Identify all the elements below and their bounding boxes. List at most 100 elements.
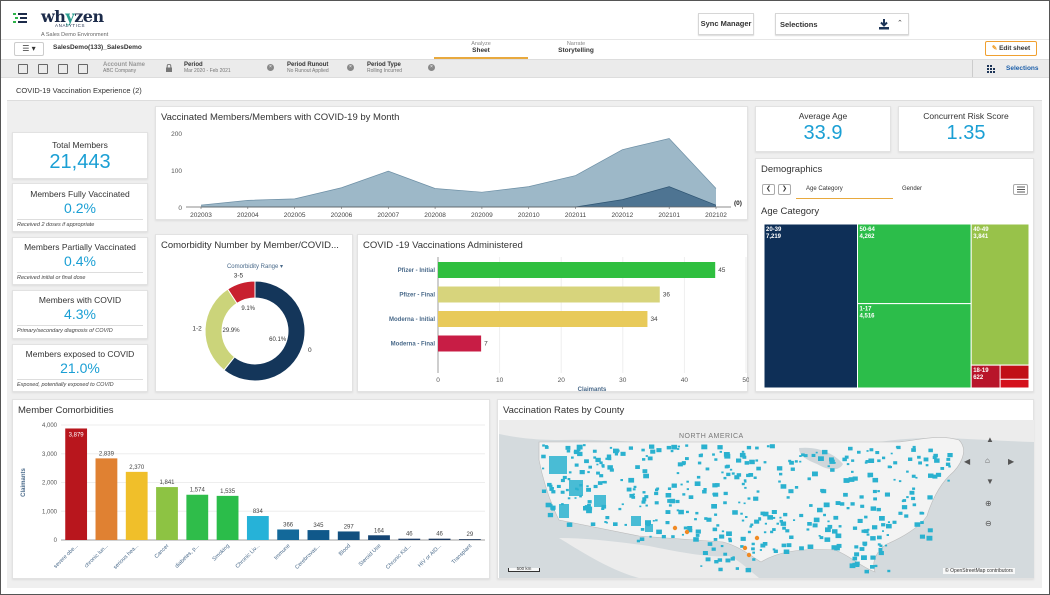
donut-chart[interactable]: Comorbidity Range ▾ 60.1% 0 29.9% 1-2 9.1% 3-5 (156, 235, 354, 393)
filter-period-type[interactable]: Period Type Rolling Incurred (367, 62, 403, 74)
hamburger-menu-button[interactable]: ☰ ▾ (14, 42, 44, 56)
prev-tab-button[interactable]: ❮ (762, 184, 775, 195)
county-marker (560, 478, 565, 483)
county-marker (603, 480, 607, 484)
county-marker (735, 567, 739, 570)
county-marker (890, 452, 893, 455)
clear-filter-icon[interactable]: × (267, 64, 274, 71)
county-marker (818, 535, 821, 537)
clear-filter-icon[interactable]: × (347, 64, 354, 71)
filter-bar: Account Name ABC Company Period Mar 2020… (1, 59, 1049, 78)
kpi-partially-vaccinated[interactable]: Members Partially Vaccinated 0.4% Receiv… (12, 237, 148, 285)
county-marker (715, 483, 720, 487)
end-value-label: (0) (734, 200, 742, 207)
pan-left-icon[interactable]: ◀ (964, 457, 971, 466)
pan-down-icon[interactable]: ▼ (986, 477, 994, 486)
next-tab-button[interactable]: ❯ (778, 184, 791, 195)
vaccinations-chart-card[interactable]: COVID -19 Vaccinations Administered 0 10 2… (357, 234, 749, 393)
step-back-icon[interactable] (38, 64, 48, 74)
county-marker (593, 484, 598, 489)
county-marker (895, 446, 898, 448)
county-map[interactable]: NORTH AMERICA (499, 420, 1034, 578)
county-marker (852, 476, 858, 481)
kpi-fully-vaccinated[interactable]: Members Fully Vaccinated 0.2% Received 2… (12, 183, 148, 232)
filter-account-name[interactable]: Account Name ABC Company (103, 62, 146, 74)
county-marker (788, 489, 794, 494)
county-marker (740, 536, 746, 541)
bar-value-label: 1,574 (190, 488, 206, 494)
step-forward-icon[interactable] (58, 64, 68, 74)
tab-narrate-storytelling[interactable]: Narrate Storytelling (558, 41, 594, 54)
tab-gender[interactable]: Gender (902, 186, 923, 192)
map-card[interactable]: Vaccination Rates by County NORTH AMERIC… (497, 399, 1034, 579)
county-marker (740, 545, 744, 548)
filter-period[interactable]: Period Mar 2020 - Feb 2021 (184, 62, 231, 74)
tab-analyze-sheet[interactable]: Analyze Sheet (434, 41, 528, 59)
county-marker (794, 486, 799, 489)
vaccinations-bar-chart[interactable]: 0 10 20 30 40 50 45 Pfizer - Initial 36 Pfizer - … (358, 235, 749, 393)
county-marker (835, 501, 841, 505)
county-marker (779, 516, 782, 519)
county-marker (649, 444, 655, 449)
filter-period-runout[interactable]: Period Runout No Runout Applied (287, 62, 329, 74)
tab-age-category[interactable]: Age Category (806, 186, 843, 192)
bar-category-label: Immune (273, 543, 291, 561)
county-marker (605, 516, 610, 520)
zoom-in-icon[interactable]: ⊕ (985, 499, 992, 508)
kpi-with-covid[interactable]: Members with COVID 4.3% Primary/secondar… (12, 290, 148, 339)
treemap-category-label: 18-19 (973, 368, 989, 374)
bar-value-label: 164 (374, 528, 385, 534)
county-marker (669, 498, 676, 504)
list-view-icon[interactable] (1013, 184, 1028, 195)
county-marker (744, 480, 747, 483)
county-marker (703, 488, 707, 491)
county-marker (908, 457, 913, 461)
county-marker (716, 524, 720, 527)
county-marker (712, 453, 715, 456)
selections-dropdown[interactable]: Selections ⌃ (775, 13, 909, 35)
county-marker (919, 534, 925, 539)
county-marker (656, 448, 662, 453)
donut-chart-card[interactable]: Comorbidity Number by Member/COVID... Co… (155, 234, 353, 392)
zoom-out-icon[interactable]: ⊖ (985, 519, 992, 528)
clear-filter-icon[interactable]: × (428, 64, 435, 71)
active-tab-indicator (796, 198, 893, 199)
area-chart-card[interactable]: Vaccinated Members/Members with COVID-19… (155, 106, 748, 220)
county-marker (649, 535, 652, 538)
kpi-average-age[interactable]: Average Age 33.9 (755, 106, 891, 152)
pan-up-icon[interactable]: ▲ (986, 435, 994, 444)
age-treemap[interactable]: 20-397,219 50-644,262 1-174,516 40-493,841 1… (756, 159, 1035, 393)
chevron-up-icon[interactable]: ⌃ (897, 20, 903, 27)
x-tick-label: 202101 (658, 212, 680, 219)
x-tick-label: 202006 (331, 212, 353, 219)
clear-selections-icon[interactable] (78, 64, 88, 74)
download-icon[interactable] (878, 18, 890, 30)
area-chart[interactable]: 0 100 200 202003 202004 202005 202006 202007 202… (156, 107, 749, 221)
kpi-exposed[interactable]: Members exposed to COVID 21.0% Exposed, … (12, 344, 148, 392)
comorbidities-card[interactable]: Member Comorbidities 0 1,000 2,000 3,000 4,0… (12, 399, 490, 579)
smart-search-icon[interactable] (18, 64, 28, 74)
kpi-value: 4.3% (64, 306, 96, 322)
county-marker (678, 509, 684, 515)
kpi-risk-score[interactable]: Concurrent Risk Score 1.35 (898, 106, 1034, 152)
comorbidities-bar-chart[interactable]: 0 1,000 2,000 3,000 4,000 Claimants 3,879 sever… (13, 400, 491, 580)
x-tick-label: 202005 (284, 212, 306, 219)
county-marker (560, 490, 565, 494)
bar (216, 495, 239, 540)
demographics-card[interactable]: Demographics ❮ ❯ Age Category Gender Age… (755, 158, 1034, 392)
selections-panel-button[interactable]: Selections (972, 60, 1048, 77)
county-marker (932, 474, 938, 479)
county-marker (898, 480, 902, 483)
county-marker (934, 458, 940, 463)
edit-sheet-button[interactable]: ✎ Edit sheet (985, 41, 1037, 56)
kpi-total-members[interactable]: Total Members 21,443 (12, 132, 148, 179)
county-marker (701, 444, 708, 450)
pan-right-icon[interactable]: ▶ (1008, 457, 1015, 466)
bar (438, 311, 648, 327)
county-marker (839, 502, 845, 506)
county-marker (745, 567, 752, 573)
sync-manager-button[interactable]: Sync Manager (698, 13, 754, 35)
menu-icon[interactable] (13, 11, 27, 25)
home-icon[interactable]: ⌂ (985, 456, 990, 465)
lock-icon[interactable] (166, 64, 172, 72)
